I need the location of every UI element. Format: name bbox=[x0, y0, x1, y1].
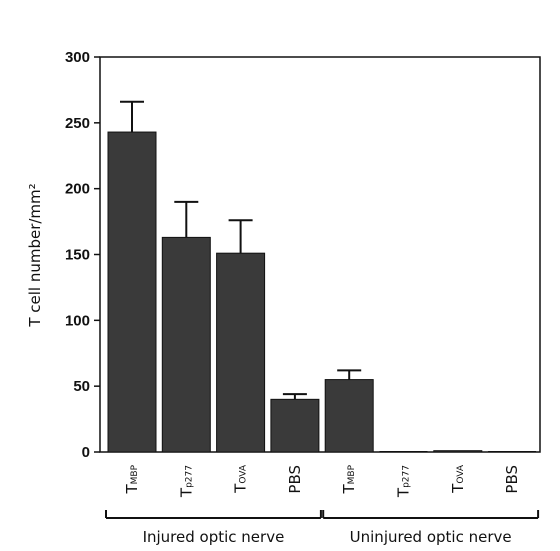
bar bbox=[161, 236, 211, 453]
x-tick-label: TOVA bbox=[232, 464, 250, 494]
y-tick-label: 150 bbox=[65, 247, 90, 264]
y-tick-label: 300 bbox=[65, 49, 90, 66]
x-tick-label: Tp277 bbox=[177, 465, 195, 498]
group-label: Injured optic nerve bbox=[143, 528, 285, 546]
x-tick-label: Tp277 bbox=[395, 465, 413, 498]
bar bbox=[433, 450, 483, 453]
x-tick-label: PBS bbox=[286, 465, 304, 494]
plot-area: 0 50 100 150 200 250 300 TMBP Tp277 TOVA PBS TMBP Tp… bbox=[65, 49, 541, 546]
group-label: Uninjured optic nerve bbox=[350, 528, 512, 546]
bar bbox=[270, 398, 320, 453]
y-tick-label: 50 bbox=[73, 378, 90, 395]
y-axis-label: T cell number/mm² bbox=[26, 183, 44, 327]
bar bbox=[216, 252, 266, 453]
x-tick-label: TMBP bbox=[340, 464, 358, 494]
x-tick-label: TMBP bbox=[123, 464, 141, 494]
x-tick-label: TOVA bbox=[449, 464, 467, 494]
bar bbox=[107, 131, 157, 453]
y-tick-label: 0 bbox=[82, 444, 90, 461]
bar bbox=[324, 379, 374, 453]
y-tick-label: 200 bbox=[65, 181, 90, 198]
y-tick-label: 250 bbox=[65, 115, 90, 132]
x-tick-label: PBS bbox=[503, 465, 521, 494]
y-tick-label: 100 bbox=[65, 312, 90, 329]
